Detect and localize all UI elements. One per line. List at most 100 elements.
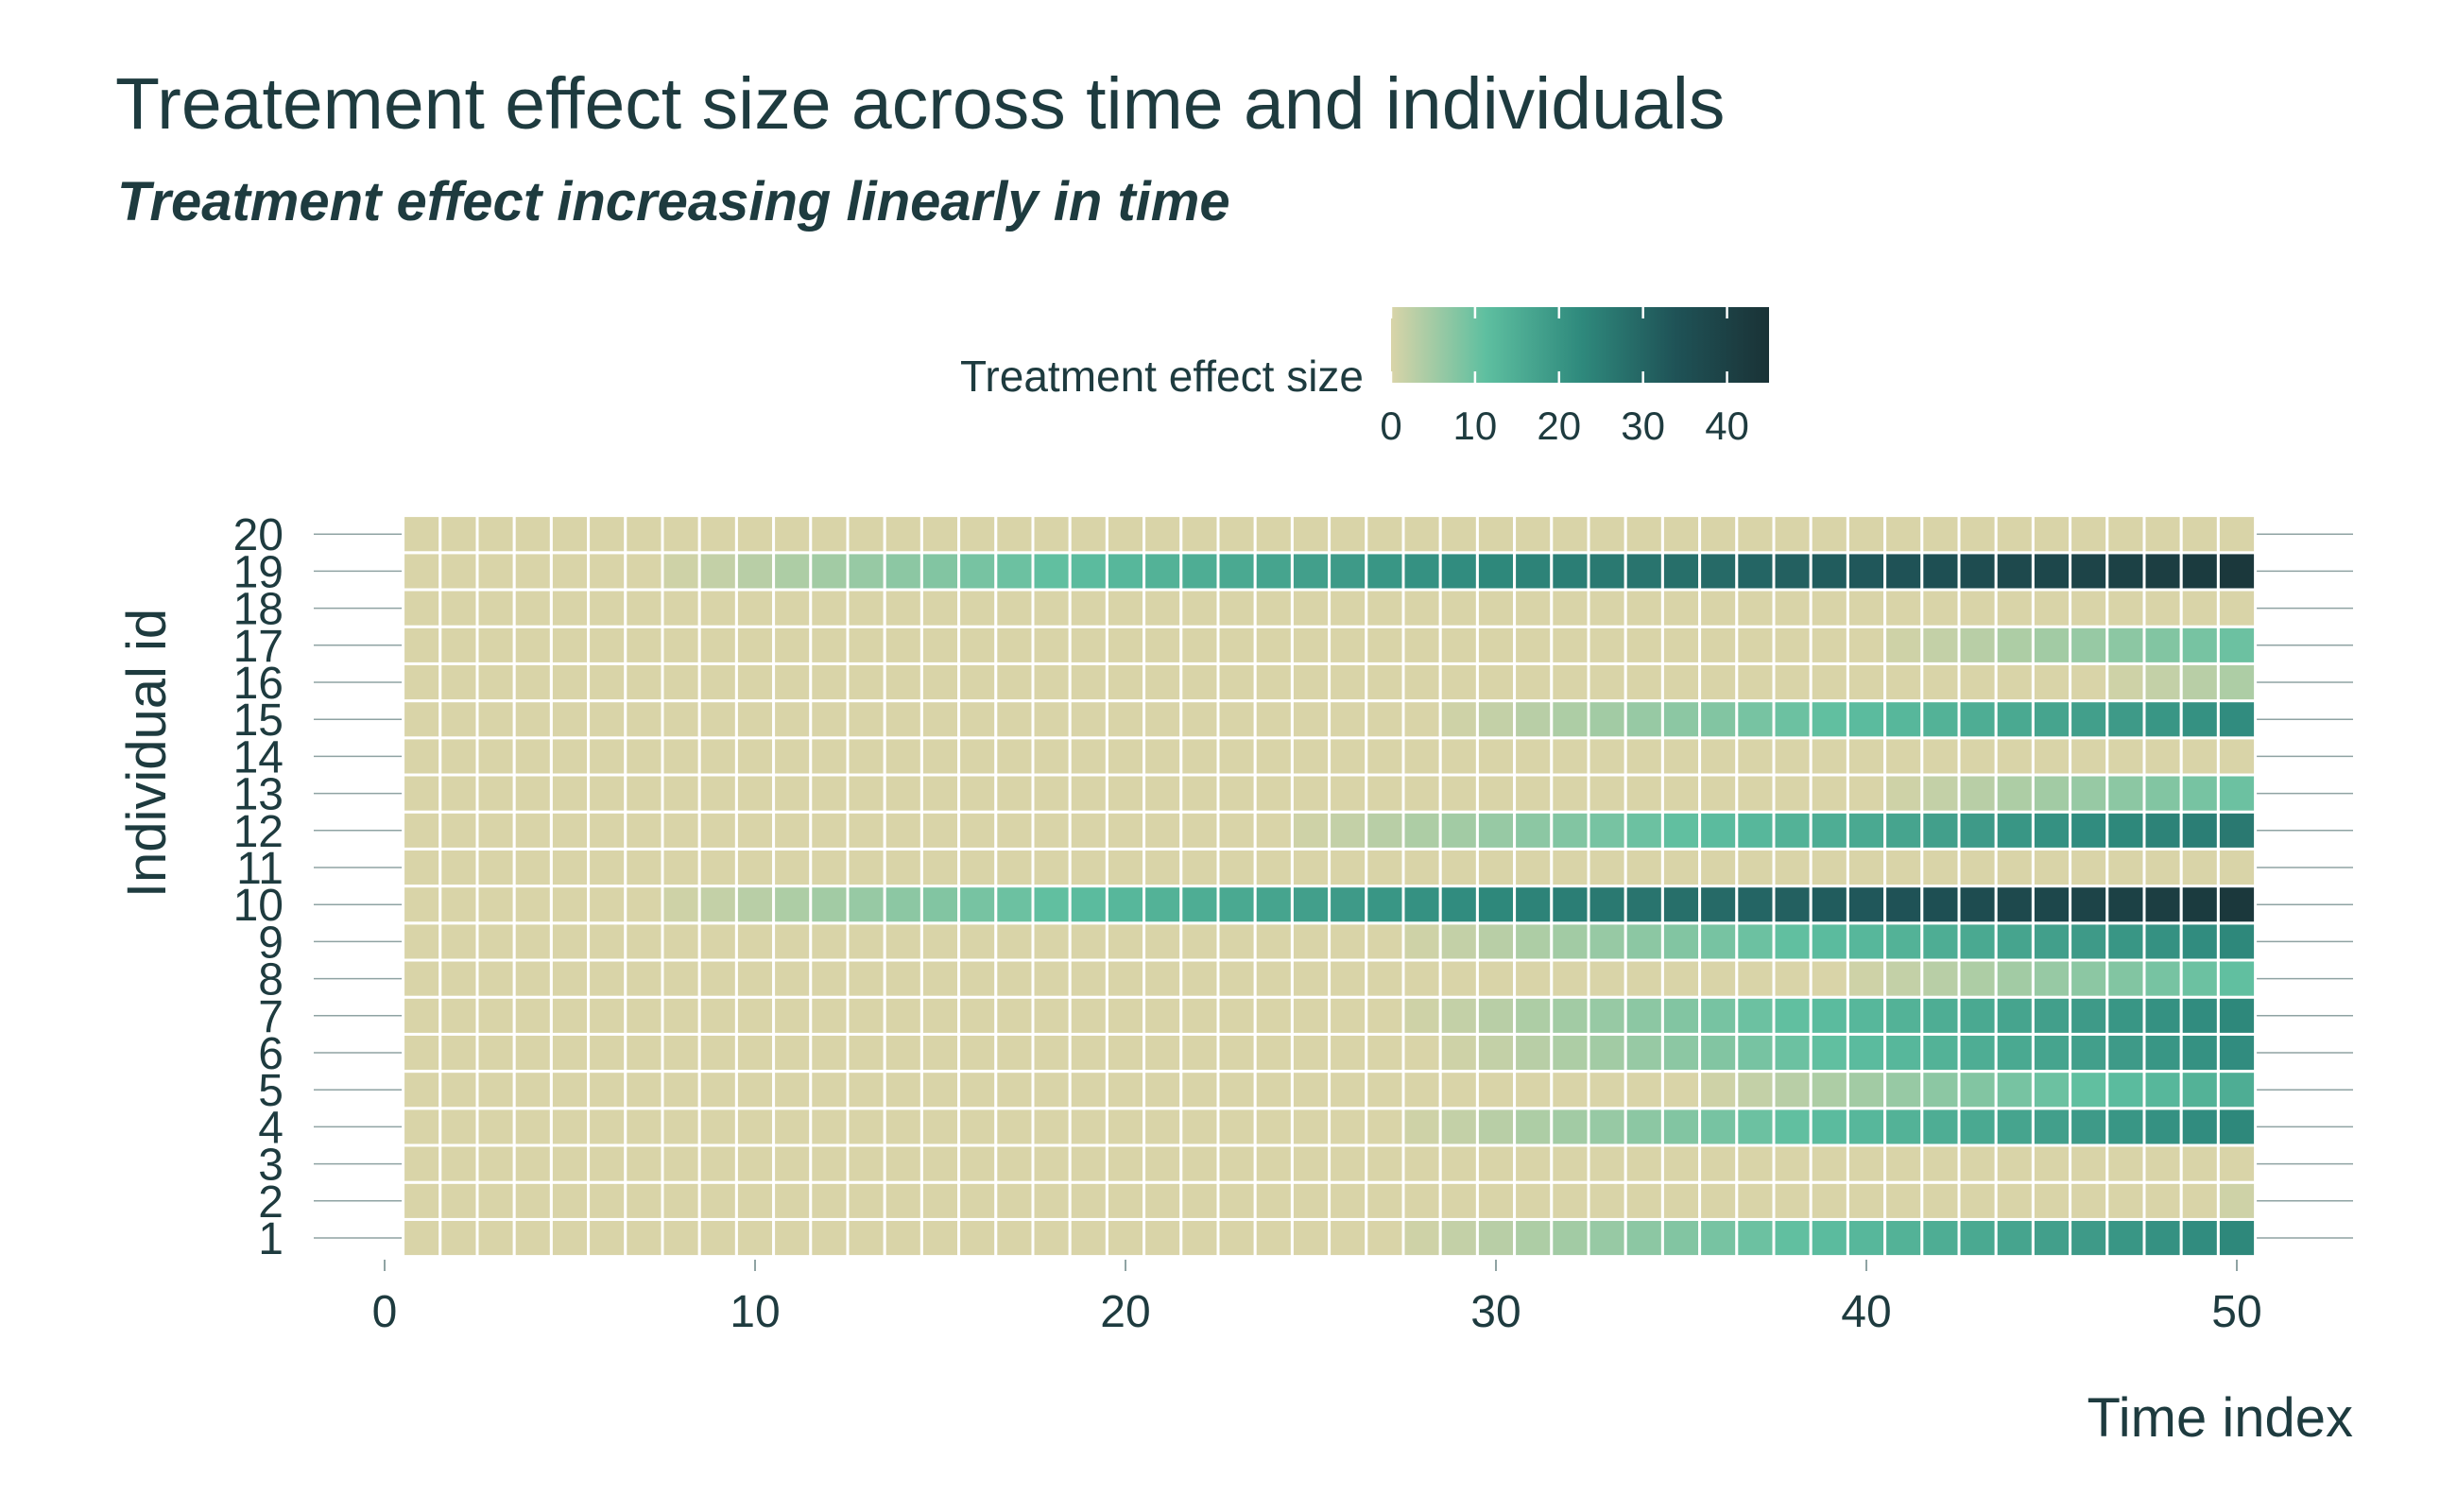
heatmap-cell [1550,1180,1590,1221]
heatmap-cell [1587,514,1627,555]
heatmap-cell [883,662,923,703]
heatmap-cell [1624,588,1664,628]
heatmap-cell [624,514,664,555]
heatmap-cell [1475,514,1517,555]
heatmap-cell [475,514,516,555]
heatmap-cell [402,1032,442,1074]
heatmap-cell [1143,736,1183,777]
heatmap-cell [402,588,442,628]
heatmap-cell [1365,662,1405,703]
heatmap-cell [1660,958,1702,999]
heatmap-cell [1068,551,1108,592]
heatmap-cell [1105,699,1146,740]
heatmap-cell [1846,625,1887,665]
heatmap-cell [475,699,516,740]
heatmap-cell [402,1180,442,1221]
heatmap-cell [549,1107,591,1147]
heatmap-cell [2031,625,2072,665]
heatmap-cell [2179,921,2220,962]
heatmap-cell [1068,625,1108,665]
heatmap-cell [919,736,961,777]
y-tick-label: 1 [258,1214,284,1264]
heatmap-cell [587,736,627,777]
heatmap-cell [1624,773,1664,814]
heatmap-cell [2142,736,2183,777]
heatmap-cell [1587,736,1627,777]
heatmap-cell [772,885,813,925]
heatmap-cell [587,551,627,592]
heatmap-cell [2069,1107,2109,1147]
heatmap-cell [1105,885,1146,925]
heatmap-cell [809,810,850,850]
heatmap-cell [697,514,738,555]
heatmap-cell [475,847,516,888]
heatmap-cell [624,885,664,925]
heatmap-cell [1883,699,1924,740]
heatmap-cell [549,885,591,925]
heatmap-cell [2031,1143,2072,1184]
heatmap-cell [2179,1180,2220,1221]
heatmap-cell [1920,1217,1961,1259]
heatmap-cell [2031,847,2072,888]
heatmap-cell [1513,1070,1554,1110]
heatmap-cell [2216,995,2258,1036]
heatmap-cell [587,995,627,1036]
heatmap-cell [1031,1107,1072,1147]
heatmap-cell [549,847,591,888]
heatmap-cell [919,773,961,814]
heatmap-cell [2069,847,2109,888]
heatmap-cell [1513,551,1554,592]
heatmap-cell [2069,885,2109,925]
heatmap-cell [1179,773,1220,814]
heatmap-cell [1365,847,1405,888]
heatmap-cell [1994,1143,2035,1184]
heatmap-cell [1365,736,1405,777]
heatmap-cell [1068,1032,1108,1074]
heatmap-cell [1143,588,1183,628]
heatmap-cell [1031,662,1072,703]
heatmap-cell [846,699,886,740]
heatmap-cell [1550,773,1590,814]
heatmap-cell [661,1107,701,1147]
heatmap-cell [1216,625,1257,665]
heatmap-cell [1031,1217,1072,1259]
heatmap-cell [697,958,738,999]
heatmap-cell [1883,885,1924,925]
heatmap-cell [1179,847,1220,888]
heatmap-cell [1068,1180,1108,1221]
heatmap-cell [809,1180,850,1221]
heatmap-cell [1957,736,1998,777]
heatmap-cell [402,625,442,665]
heatmap-cell [919,847,961,888]
heatmap-cell [1772,847,1813,888]
x-axis-label: Time index [2087,1387,2353,1449]
heatmap-cell [1994,995,2035,1036]
heatmap-cell [1105,995,1146,1036]
y-tick-label: 2 [258,1177,284,1228]
y-tick-label: 20 [233,510,284,560]
heatmap-cell [1772,699,1813,740]
heatmap-cell [661,1217,701,1259]
heatmap-cell [697,662,738,703]
heatmap-cell [438,1107,479,1147]
heatmap-cell [1179,551,1220,592]
heatmap-cell [661,514,701,555]
heatmap-cell [809,662,850,703]
heatmap-cell [624,699,664,740]
heatmap-cell [2105,810,2146,850]
heatmap-cell [883,1070,923,1110]
heatmap-cell [2142,847,2183,888]
heatmap-cell [883,588,923,628]
heatmap-cell [1957,1180,1998,1221]
heatmap-cell [1957,1070,1998,1110]
heatmap-cell [2216,699,2258,740]
heatmap-cell [1920,921,1961,962]
heatmap-cell [994,1032,1035,1074]
heatmap-cell [2142,958,2183,999]
heatmap-cell [475,662,516,703]
heatmap-cell [883,1217,923,1259]
heatmap-cell [846,958,886,999]
heatmap-cell [957,995,998,1036]
heatmap-cell [2105,625,2146,665]
